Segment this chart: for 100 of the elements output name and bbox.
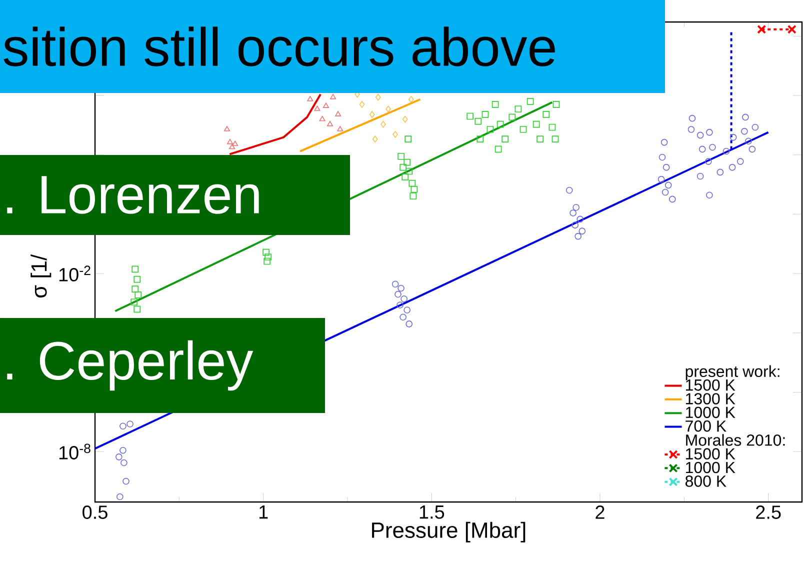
point <box>496 120 504 128</box>
point <box>402 174 408 180</box>
point <box>660 138 668 146</box>
point <box>736 158 744 165</box>
point <box>392 130 398 138</box>
legend-label: 1500 K <box>686 379 736 391</box>
point <box>404 306 410 314</box>
point <box>375 94 381 101</box>
point <box>120 446 126 454</box>
point <box>264 258 270 265</box>
point <box>410 186 418 193</box>
point <box>698 146 706 153</box>
point <box>572 222 578 228</box>
point <box>741 128 748 135</box>
annotation: Morales 2010: <box>686 434 785 446</box>
point <box>576 216 584 223</box>
point <box>400 295 408 302</box>
point <box>728 164 736 171</box>
point <box>706 128 713 136</box>
point <box>536 136 544 142</box>
point <box>307 96 314 102</box>
point <box>705 158 712 165</box>
point <box>752 124 759 131</box>
point <box>722 148 730 155</box>
point <box>552 136 559 142</box>
point <box>787 24 796 34</box>
point <box>486 126 494 133</box>
point <box>394 290 402 298</box>
point <box>330 94 336 100</box>
point <box>494 146 502 153</box>
point <box>508 114 516 121</box>
point <box>132 286 138 292</box>
point <box>664 182 672 189</box>
point <box>229 144 236 150</box>
point <box>337 126 344 132</box>
point <box>730 134 737 141</box>
point <box>572 204 580 211</box>
point <box>668 196 676 203</box>
point <box>400 314 406 321</box>
point <box>514 106 522 112</box>
legend-label: 800 K <box>685 476 726 487</box>
point <box>319 116 326 122</box>
point <box>398 284 404 292</box>
point <box>476 136 484 142</box>
point <box>232 140 238 146</box>
point <box>574 232 582 240</box>
annotation: sition still occurs above <box>4 26 555 66</box>
point <box>492 101 499 108</box>
legend-label: 700 K <box>686 420 726 432</box>
point <box>696 132 704 139</box>
point <box>696 172 704 180</box>
point <box>130 298 138 306</box>
point <box>532 120 540 128</box>
x-axis-title: Pressure [Mbar] <box>372 522 526 542</box>
point <box>408 96 414 103</box>
point <box>386 106 391 112</box>
legend-label: 1500 K <box>686 448 736 460</box>
point <box>227 138 234 144</box>
x-tick-label: 2.5 <box>756 506 781 519</box>
point <box>120 459 128 466</box>
point <box>392 280 399 288</box>
x-tick-label: 1 <box>259 506 268 519</box>
point <box>578 228 586 234</box>
point <box>658 154 666 161</box>
line-series <box>228 93 322 156</box>
point <box>757 24 766 34</box>
point <box>404 136 412 142</box>
point <box>122 478 130 485</box>
point <box>688 114 696 122</box>
point <box>335 111 342 116</box>
y-tick-label: 10$^{-2}$ <box>59 266 90 282</box>
point <box>369 111 375 118</box>
legend-label: 1000 K <box>686 462 736 474</box>
point <box>688 126 695 133</box>
annotation: . Ceperley <box>7 340 254 391</box>
point <box>359 101 365 108</box>
point <box>502 136 508 142</box>
point <box>396 302 404 308</box>
point <box>709 144 716 151</box>
point <box>408 180 416 187</box>
point <box>548 124 556 131</box>
point <box>398 152 404 160</box>
point <box>116 454 122 460</box>
point <box>404 158 410 166</box>
point <box>327 120 333 126</box>
point <box>322 102 329 108</box>
point <box>748 146 756 153</box>
point <box>706 192 713 198</box>
point <box>745 138 752 145</box>
point <box>406 168 413 175</box>
y-tick-label: 10$^{-8}$ <box>59 444 90 460</box>
point <box>134 276 140 283</box>
point <box>526 98 534 105</box>
y-axis-title: σ [1/ <box>30 254 52 298</box>
point <box>132 266 138 273</box>
point <box>380 120 386 128</box>
point <box>116 493 124 500</box>
point <box>264 254 272 260</box>
point <box>662 164 670 171</box>
point <box>400 164 406 171</box>
